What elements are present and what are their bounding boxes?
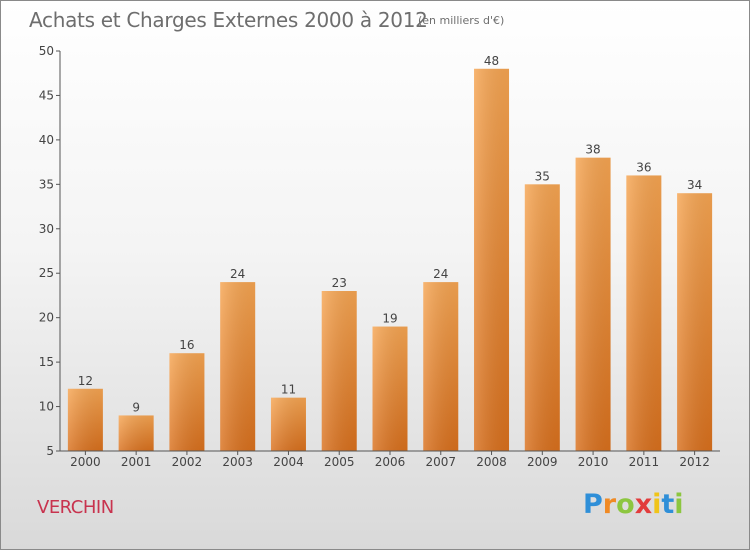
y-tick-label: 25 xyxy=(39,266,54,280)
logo-letter: r xyxy=(602,489,617,520)
bar-shade-2001 xyxy=(118,415,154,451)
data-label-2005: 23 xyxy=(332,276,347,290)
logo-letter: i xyxy=(674,489,684,520)
x-tick-label-2002: 2002 xyxy=(172,455,203,469)
data-label-2002: 16 xyxy=(179,338,194,352)
data-label-2012: 34 xyxy=(687,178,702,192)
bar-shade-2012 xyxy=(677,193,713,451)
y-tick-label: 15 xyxy=(39,355,54,369)
y-tick-label: 45 xyxy=(39,88,54,102)
x-tick-label-2009: 2009 xyxy=(527,455,558,469)
bar-shade-2004 xyxy=(270,397,306,451)
bar-shade-2010 xyxy=(575,157,611,451)
x-tick-label-2008: 2008 xyxy=(476,455,507,469)
y-tick-label: 5 xyxy=(46,444,54,458)
data-label-2009: 35 xyxy=(535,169,550,183)
x-tick-label-2006: 2006 xyxy=(375,455,406,469)
bar-shade-2002 xyxy=(169,353,205,451)
bar-shade-2008 xyxy=(474,68,510,452)
logo-letter: x xyxy=(634,489,653,520)
bar-shade-2000 xyxy=(67,388,103,451)
logo-letter: P xyxy=(583,489,603,520)
x-tick-label-2001: 2001 xyxy=(121,455,152,469)
y-tick-label: 30 xyxy=(39,222,54,236)
data-label-2003: 24 xyxy=(230,267,245,281)
bar-shade-2005 xyxy=(321,291,357,451)
commune-name: VERCHIN xyxy=(37,497,114,518)
x-tick-label-2000: 2000 xyxy=(70,455,101,469)
proxiti-logo: Proxiti xyxy=(583,489,684,520)
data-label-2011: 36 xyxy=(636,160,651,174)
logo-letter: o xyxy=(616,489,635,520)
y-tick-label: 35 xyxy=(39,177,54,191)
data-label-2006: 19 xyxy=(382,312,397,326)
x-tick-label-2010: 2010 xyxy=(578,455,609,469)
x-tick-label-2004: 2004 xyxy=(273,455,304,469)
data-label-2000: 12 xyxy=(78,374,93,388)
x-tick-label-2005: 2005 xyxy=(324,455,355,469)
data-label-2010: 38 xyxy=(585,143,600,157)
y-tick-label: 40 xyxy=(39,133,54,147)
data-label-2008: 48 xyxy=(484,54,499,68)
logo-letter: t xyxy=(661,489,675,520)
bar-shade-2006 xyxy=(372,326,408,451)
x-tick-label-2012: 2012 xyxy=(679,455,710,469)
x-axis: 2000 2001 2002 2003 2004 2005 2006 2007 2008 2009… xyxy=(60,450,720,469)
y-axis: 5 10 15 20 25 30 35 40 45 50 xyxy=(39,44,61,458)
bar-shade-2003 xyxy=(220,282,256,451)
unit-note: (en milliers d'€) xyxy=(418,14,505,27)
x-tick-label-2003: 2003 xyxy=(222,455,253,469)
logo-letter: i xyxy=(652,489,662,520)
data-label-2007: 24 xyxy=(433,267,448,281)
data-label-2004: 11 xyxy=(281,383,296,397)
data-label-2001: 9 xyxy=(132,400,140,414)
y-tick-label: 20 xyxy=(39,311,54,325)
chart-title: Achats et Charges Externes 2000 à 2012 xyxy=(29,8,428,32)
bar-shade-2009 xyxy=(524,184,560,452)
y-tick-label: 50 xyxy=(39,44,54,58)
x-tick-label-2011: 2011 xyxy=(629,455,660,469)
bar-shade-2007 xyxy=(423,282,459,451)
bars: 12 9 16 24 11 23 19 24 48 35 38 36 34 xyxy=(67,54,713,452)
x-tick-label-2007: 2007 xyxy=(425,455,456,469)
y-tick-label: 10 xyxy=(39,400,54,414)
bar-shade-2011 xyxy=(626,175,662,451)
